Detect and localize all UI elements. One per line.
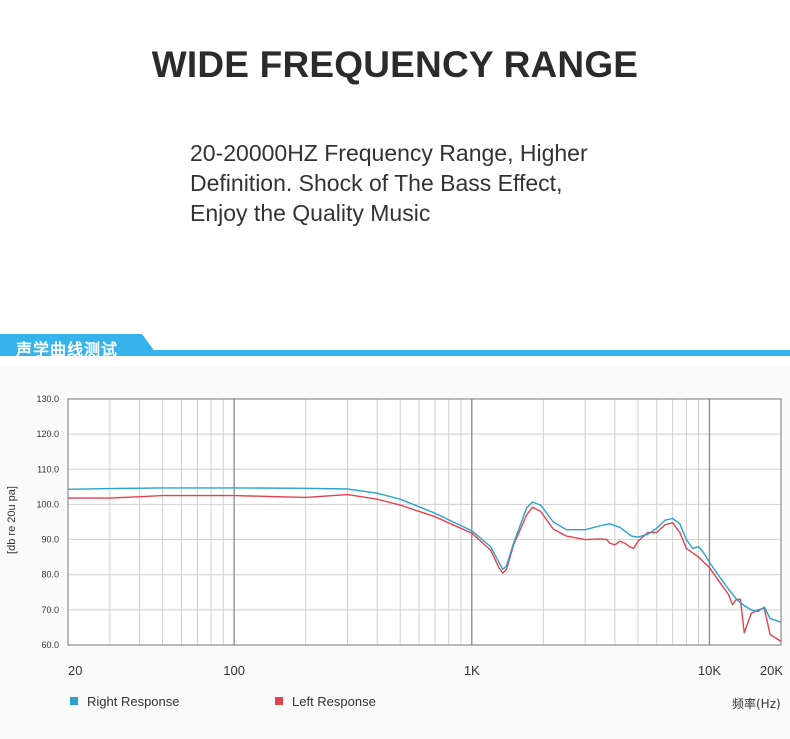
plot-area (68, 399, 781, 645)
y-axis-label: [db re 20u pa] (6, 486, 18, 554)
legend-left: Left Response (275, 694, 376, 709)
series-line-right (67, 487, 782, 623)
series-line-left (68, 493, 782, 643)
description-line: 20-20000HZ Frequency Range, Higher (190, 140, 588, 166)
legend-label-right: Right Response (87, 694, 180, 709)
y-tick-label: 100.0 (36, 499, 59, 509)
chart-grid (68, 399, 781, 645)
chart-axes: 130.0 120.0 110.0 100.0 90.0 80.0 70.0 60.0 20 10… (36, 394, 783, 678)
y-tick-label: 60.0 (41, 640, 59, 650)
x-tick-label: 1K (464, 663, 480, 678)
x-axis-label: 频率(Hz) (732, 697, 781, 711)
banner-underline (150, 350, 790, 356)
legend-swatch-left (275, 697, 283, 705)
legend-swatch-right (70, 697, 78, 705)
feature-description: 20-20000HZ Frequency Range, Higher Defin… (190, 138, 710, 228)
description-line: Enjoy the Quality Music (190, 200, 431, 226)
x-tick-label: 20K (760, 663, 783, 678)
x-tick-label: 10K (698, 663, 721, 678)
banner-tab (0, 334, 158, 356)
y-tick-label: 80.0 (41, 570, 59, 580)
y-tick-label: 70.0 (41, 605, 59, 615)
x-tick-label: 20 (68, 663, 82, 678)
x-tick-label: 100 (223, 663, 245, 678)
legend-right: Right Response (70, 694, 180, 709)
page-title: WIDE FREQUENCY RANGE (151, 44, 639, 85)
y-tick-label: 120.0 (36, 429, 59, 439)
y-tick-label: 110.0 (37, 464, 59, 474)
section-banner: 声学曲线测试 (0, 334, 790, 359)
description-line: Definition. Shock of The Bass Effect, (190, 170, 563, 196)
legend-label-left: Left Response (292, 694, 376, 709)
y-tick-label: 90.0 (41, 535, 59, 545)
section-label: 声学曲线测试 (16, 340, 119, 359)
plot-frame (67, 398, 782, 646)
y-tick-label: 130.0 (36, 394, 59, 404)
chart-series (67, 487, 782, 643)
